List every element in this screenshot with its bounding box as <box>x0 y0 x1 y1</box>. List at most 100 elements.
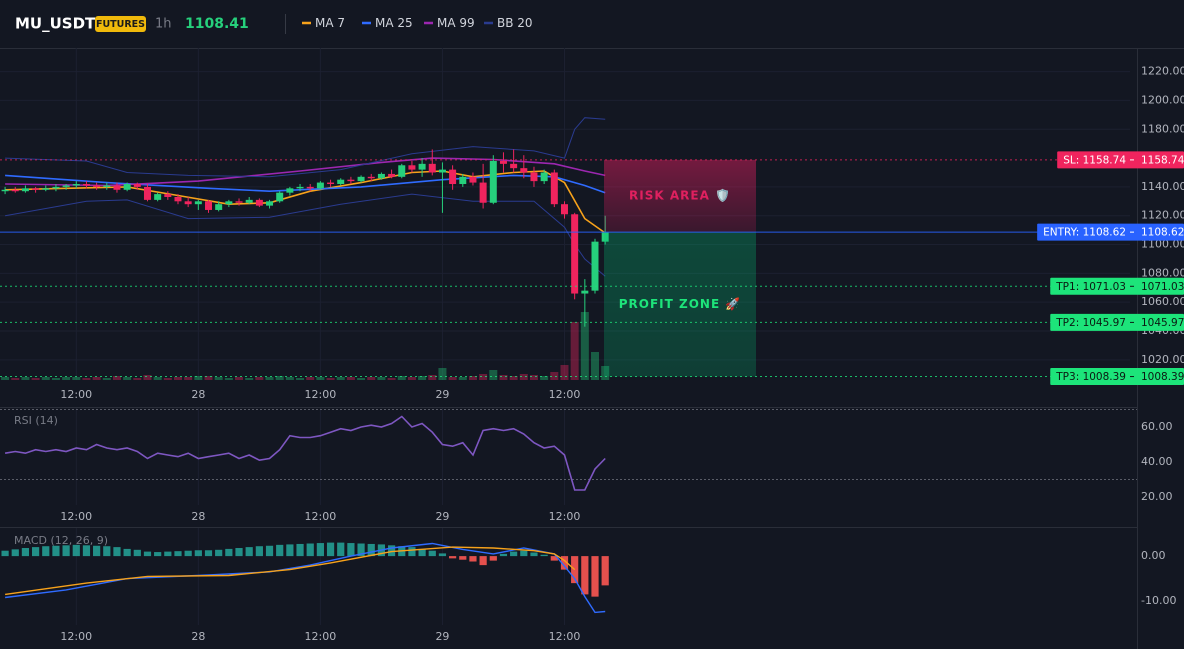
legend: MA 7 MA 25 MA 99 BB 20 <box>302 16 533 30</box>
volume-bar <box>133 378 142 380</box>
macd-histogram-bar <box>215 549 223 557</box>
volume-bar <box>31 378 40 380</box>
macd-histogram-bar <box>52 545 60 557</box>
macd-histogram-bar <box>316 543 324 557</box>
level-tag-bg <box>1057 151 1184 169</box>
volume-bar <box>448 377 457 380</box>
candle-body <box>337 179 345 185</box>
level-axis-label: 1045.97 <box>1141 317 1184 329</box>
volume-bar <box>194 376 203 380</box>
candle-body <box>591 241 599 291</box>
y-tick-label: 1140.00 <box>1141 180 1184 193</box>
x-tick-label: 12:00 <box>549 510 581 523</box>
candle-body <box>21 188 29 192</box>
macd-histogram-bar <box>42 546 50 557</box>
candle-body <box>215 204 223 210</box>
macd-histogram-bar <box>489 556 497 561</box>
candle-body <box>1 189 9 192</box>
macd-histogram-bar <box>591 556 599 597</box>
grid: 12:00 28 12:00 29 12:00 1220.00 1200.00 1180.00… <box>0 48 1184 643</box>
level-tag-bg <box>1037 223 1184 241</box>
candle-body <box>306 186 314 189</box>
level-tag: ENTRY: 1108.62 <box>1043 227 1126 239</box>
x-tick-label: 12:00 <box>60 630 92 643</box>
candle-body <box>72 184 80 186</box>
macd-histogram-bar <box>469 556 477 562</box>
candle-body <box>540 172 548 182</box>
macd-histogram-bar <box>479 556 487 566</box>
candle-body <box>184 201 192 205</box>
candle-body <box>459 176 467 185</box>
volume-bar <box>21 377 30 380</box>
volume-bar <box>51 378 60 380</box>
level-axis-label: 1008.39 <box>1141 371 1184 383</box>
volume-bar <box>163 378 172 380</box>
volume-bar <box>41 377 50 380</box>
candle-body <box>347 179 355 182</box>
macd-histogram-bar <box>418 548 426 557</box>
macd-histogram-bar <box>581 556 589 595</box>
badge: FUTURES <box>96 19 145 30</box>
y-tick-label: 0.00 <box>1141 549 1166 562</box>
candle-body <box>377 173 385 179</box>
legend-label: MA 7 <box>315 16 345 30</box>
rsi-line <box>4 415 606 491</box>
macd-histogram-bar <box>93 545 101 557</box>
candle-body <box>550 172 558 205</box>
volume-bar <box>377 377 386 380</box>
level-tag: TP3: 1008.39 <box>1055 371 1126 383</box>
candle-body <box>357 176 365 182</box>
volume-bar <box>479 374 488 380</box>
macd-histogram-bar <box>276 544 284 557</box>
candle-body <box>164 194 172 197</box>
volume-bar <box>296 378 305 380</box>
profit-zone <box>604 232 756 377</box>
macd-histogram-bar <box>530 552 538 557</box>
macd-histogram-bar <box>164 551 172 557</box>
y-tick-label: 1120.00 <box>1141 209 1184 222</box>
macd-histogram-bar <box>255 546 263 557</box>
candle-body <box>235 201 243 203</box>
panel-title: MACD (12, 26, 9) <box>14 534 108 547</box>
y-tick-label: 60.00 <box>1141 420 1173 433</box>
candle-body <box>367 176 375 179</box>
volume-bar <box>326 378 335 380</box>
volume-bar <box>397 376 406 380</box>
volume-bar <box>102 378 111 380</box>
macd-histogram-bar <box>123 548 131 557</box>
plot: RISK AREA 🛡️ PROFIT ZONE 🚀 RSI (14) MACD (1… <box>0 117 1137 614</box>
candle-body <box>93 185 101 187</box>
level-tag-bg <box>1050 313 1184 331</box>
volume-bar <box>275 376 284 380</box>
macd-histogram-bar <box>296 543 304 557</box>
y-tick-label: 1060.00 <box>1141 295 1184 308</box>
badge-bg <box>95 16 146 32</box>
macd-histogram-bar <box>225 548 233 557</box>
candle-body <box>205 201 213 210</box>
macd-histogram-bar <box>103 546 111 557</box>
macd-histogram-bar <box>82 545 91 557</box>
candle-body <box>286 188 294 193</box>
level-tag: TP1: 1071.03 <box>1055 281 1126 293</box>
macd-histogram-bar <box>550 556 558 561</box>
volume-bar <box>499 375 508 380</box>
candle-body <box>62 185 70 187</box>
macd-histogram-bar <box>408 547 416 557</box>
macd-histogram-bar <box>459 556 467 560</box>
level-axis-label: 1158.74 <box>1141 154 1184 166</box>
profit-label: PROFIT ZONE 🚀 <box>619 297 742 311</box>
macd-histogram-bar <box>499 553 508 557</box>
volume-bar <box>529 375 538 380</box>
volume-bar <box>540 376 549 380</box>
candle-body <box>489 160 497 203</box>
volume-bar <box>468 376 477 380</box>
macd-histogram-bar <box>387 545 396 557</box>
candle-body <box>530 172 538 182</box>
candle-body <box>11 189 19 192</box>
risk-label: RISK AREA 🛡️ <box>629 189 731 203</box>
macd-histogram-bar <box>194 550 202 557</box>
macd-histogram-bar <box>31 547 40 557</box>
x-tick-label: 28 <box>191 510 205 523</box>
volume-bar <box>591 352 600 380</box>
